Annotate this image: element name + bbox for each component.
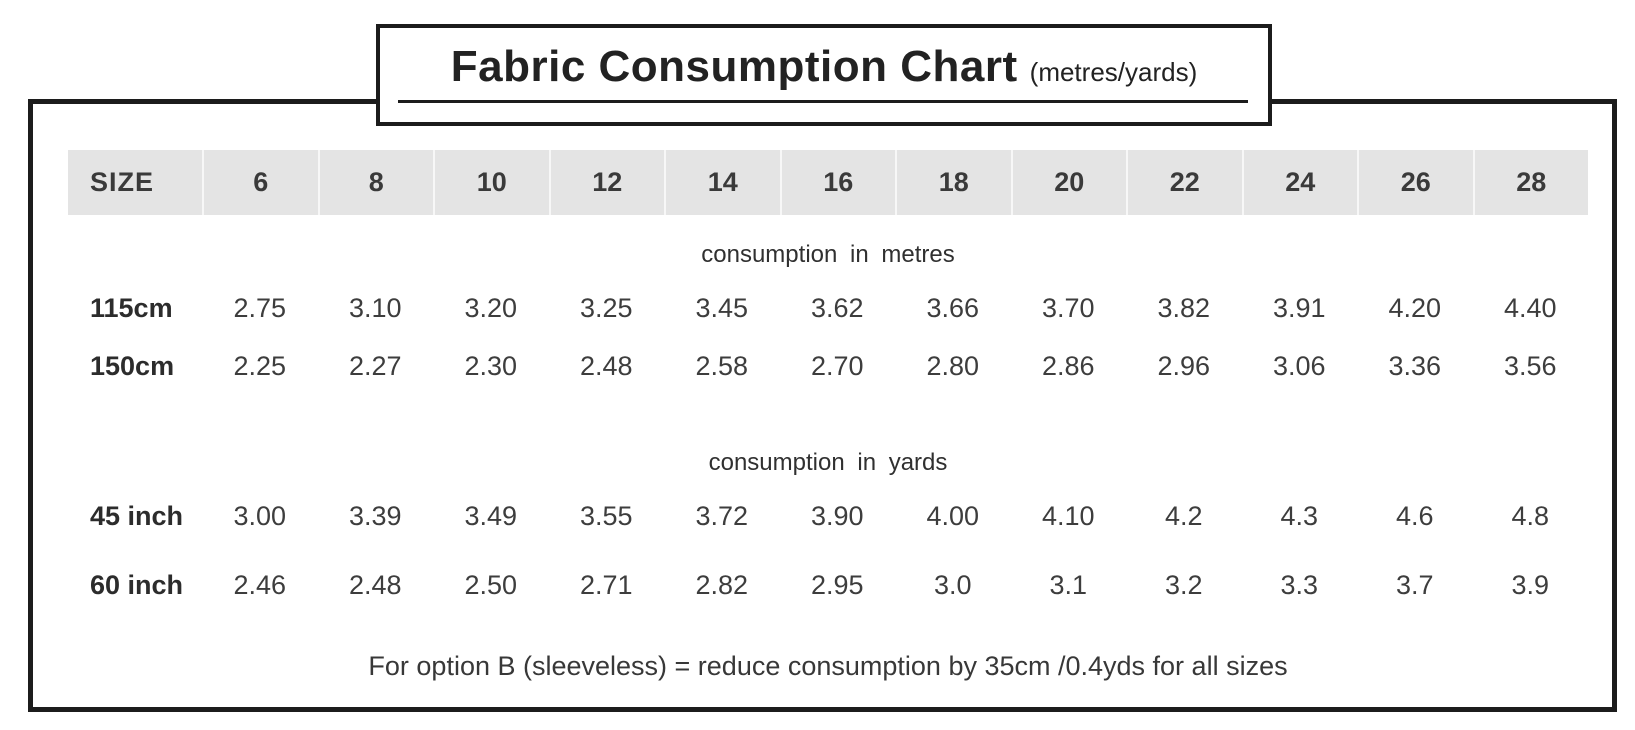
value-cell: 3.10 [348, 292, 402, 323]
value-cell: 3.2 [1164, 569, 1203, 600]
value-cell: 3.91 [1272, 292, 1326, 323]
table-row-60inch: 60 inch 2.46 2.48 2.50 2.71 2.82 2.95 3.… [68, 560, 1588, 610]
section-heading-metres: consumption in metres [701, 241, 955, 268]
value-cell: 3.56 [1503, 351, 1557, 381]
value-cell: 3.70 [1041, 292, 1095, 323]
size-header-cell: 20 [1010, 150, 1127, 215]
size-header-cell: 10 [433, 150, 549, 215]
value-cell: 3.90 [810, 500, 864, 531]
value-cell: 3.3 [1280, 569, 1319, 600]
value-cell: 3.06 [1272, 351, 1326, 381]
value-cell: 3.49 [464, 500, 518, 531]
section-heading-yards: consumption in yards [708, 449, 948, 476]
title-box: Fabric Consumption Chart (metres/yards) [376, 24, 1272, 126]
value-cell: 2.46 [233, 569, 287, 600]
page-title-main: Fabric Consumption Chart [450, 42, 1018, 91]
size-header-cell: 6 [202, 150, 318, 215]
row-label: 115cm [90, 292, 173, 323]
row-label: 45 inch [90, 500, 184, 531]
value-cell: 2.27 [348, 351, 402, 381]
value-cell: 4.10 [1041, 500, 1095, 531]
size-header-label: SIZE [90, 167, 155, 197]
page-title-units: (metres/yards) [1029, 57, 1198, 87]
size-header-cell: 26 [1357, 150, 1473, 215]
title-underline [398, 100, 1248, 103]
value-cell: 4.00 [926, 500, 980, 531]
size-header-cell: 24 [1241, 150, 1358, 215]
size-header-cell: 18 [895, 150, 1011, 215]
value-cell: 4.6 [1395, 500, 1434, 531]
value-cell: 3.0 [933, 569, 972, 600]
value-cell: 3.9 [1511, 569, 1550, 600]
consumption-table: SIZE 6 8 10 12 14 16 18 20 22 24 26 28 c… [68, 150, 1588, 692]
size-header-cell: 28 [1472, 150, 1589, 215]
row-label: 150cm [90, 351, 175, 381]
value-cell: 2.25 [233, 351, 287, 381]
value-cell: 2.70 [810, 351, 864, 381]
row-label: 60 inch [90, 569, 184, 600]
value-cell: 2.95 [810, 569, 864, 600]
table-row-150cm: 150cm 2.25 2.27 2.30 2.48 2.58 2.70 2.80… [68, 333, 1588, 400]
size-header-cell: 12 [548, 150, 665, 215]
footnote: For option B (sleeveless) = reduce consu… [368, 650, 1288, 681]
value-cell: 3.36 [1388, 351, 1442, 381]
value-cell: 2.86 [1041, 351, 1095, 381]
size-header-cell: 8 [317, 150, 434, 215]
value-cell: 2.75 [233, 292, 287, 323]
value-cell: 2.71 [579, 569, 633, 600]
value-cell: 2.30 [464, 351, 518, 381]
value-cell: 3.00 [233, 500, 287, 531]
value-cell: 2.96 [1157, 351, 1211, 381]
value-cell: 3.20 [464, 292, 518, 323]
value-cell: 4.3 [1280, 500, 1319, 531]
value-cell: 3.7 [1395, 569, 1434, 600]
table-row-115cm: 115cm 2.75 3.10 3.20 3.25 3.45 3.62 3.66… [68, 283, 1588, 333]
value-cell: 2.58 [695, 351, 749, 381]
value-cell: 2.80 [926, 351, 980, 381]
value-cell: 3.62 [810, 292, 864, 323]
value-cell: 4.20 [1388, 292, 1442, 323]
value-cell: 2.48 [579, 351, 633, 381]
value-cell: 2.82 [695, 569, 749, 600]
table-row-45inch: 45 inch 3.00 3.39 3.49 3.55 3.72 3.90 4.… [68, 491, 1588, 541]
value-cell: 3.66 [926, 292, 980, 323]
value-cell: 2.48 [348, 569, 402, 600]
value-cell: 2.50 [464, 569, 518, 600]
size-header-cell: 22 [1126, 150, 1242, 215]
page-title: Fabric Consumption Chart (metres/yards) [380, 28, 1268, 112]
size-header-cell: 16 [779, 150, 896, 215]
value-cell: 4.2 [1164, 500, 1203, 531]
size-header-row: SIZE 6 8 10 12 14 16 18 20 22 24 26 28 [68, 150, 1588, 215]
value-cell: 3.1 [1049, 569, 1088, 600]
value-cell: 3.55 [579, 500, 633, 531]
value-cell: 3.45 [695, 292, 749, 323]
value-cell: 4.8 [1511, 500, 1550, 531]
size-header-cell: 14 [664, 150, 780, 215]
value-cell: 3.72 [695, 500, 749, 531]
value-cell: 3.82 [1157, 292, 1211, 323]
value-cell: 3.25 [579, 292, 633, 323]
value-cell: 3.39 [348, 500, 402, 531]
value-cell: 4.40 [1503, 292, 1557, 323]
